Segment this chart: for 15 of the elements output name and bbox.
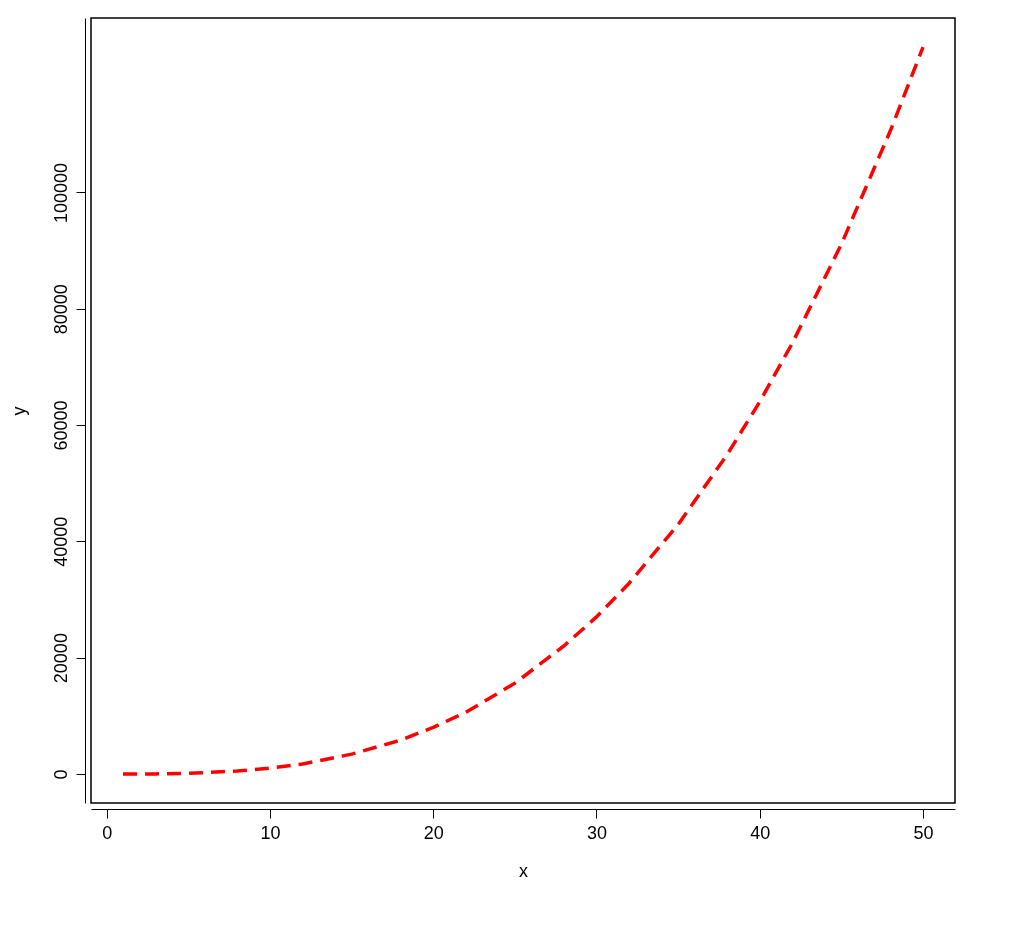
- y-tick-label: 60000: [50, 400, 71, 451]
- x-tick-label: 40: [750, 822, 771, 843]
- x-tick-label: 20: [423, 822, 444, 843]
- x-tick-label: 30: [586, 822, 607, 843]
- y-tick-label: 20000: [50, 633, 71, 684]
- x-tick-label: 10: [260, 822, 281, 843]
- x-axis-title: x: [519, 860, 528, 881]
- y-tick-label: 0: [50, 769, 71, 780]
- y-tick-label: 100000: [50, 162, 71, 223]
- line-series: [121, 45, 925, 776]
- y-axis-title: y: [8, 406, 29, 416]
- y-tick-label: 40000: [50, 516, 71, 567]
- x-tick-label: 0: [102, 822, 113, 843]
- y-tick-label: 80000: [50, 284, 71, 335]
- x-tick-label: 50: [913, 822, 934, 843]
